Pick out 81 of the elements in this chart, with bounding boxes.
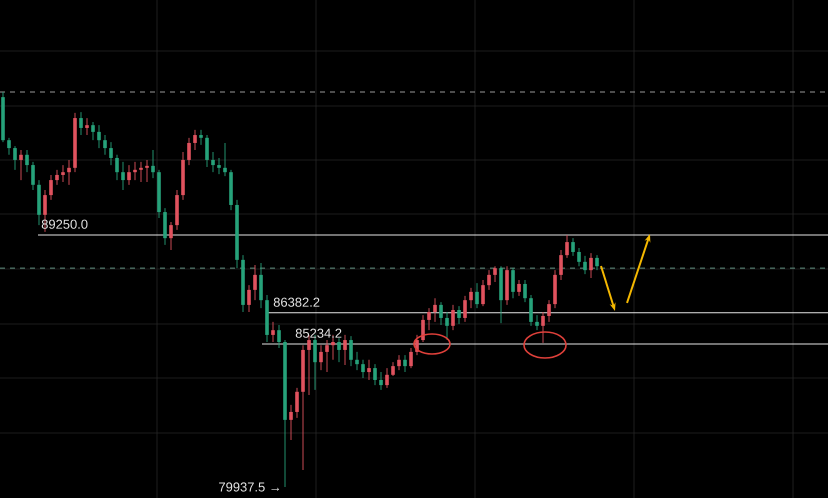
candlestick [247, 284, 251, 312]
candlestick [133, 161, 137, 181]
candlestick [589, 252, 593, 278]
candlestick [97, 124, 101, 149]
candlestick [295, 387, 299, 418]
candlestick [121, 161, 125, 190]
candlestick [271, 321, 275, 342]
candlestick [463, 295, 467, 322]
candlestick [7, 137, 11, 156]
candlestick [355, 351, 359, 371]
candlestick [127, 164, 131, 186]
candlestick [493, 266, 497, 282]
candlestick [397, 354, 401, 371]
candlestick [103, 134, 107, 156]
candlestick [325, 340, 329, 373]
candlestick [445, 312, 449, 341]
candlestick [457, 306, 461, 324]
candlestick [523, 280, 527, 303]
candlestick [373, 364, 377, 386]
candlestick [571, 238, 575, 256]
candlestick [517, 280, 521, 296]
candlestick [169, 222, 173, 250]
candlestick [529, 294, 533, 326]
candlestick [319, 344, 323, 371]
candlestick [469, 287, 473, 309]
candlestick [421, 314, 425, 342]
candlestick [439, 302, 443, 326]
candlestick [187, 137, 191, 166]
candlestick [253, 264, 257, 301]
annotation: 85234.2 [296, 328, 342, 338]
candlestick [433, 298, 437, 322]
candlestick [55, 169, 59, 186]
candlestick [391, 362, 395, 376]
candlestick [217, 158, 221, 175]
annotation: 79937.5 → [219, 482, 280, 492]
candlestick [61, 164, 65, 183]
candlestick [451, 304, 455, 331]
candlestick [109, 142, 113, 166]
candlestick [385, 368, 389, 388]
candlestick [79, 112, 83, 136]
candlestick [25, 150, 29, 173]
candlestick [151, 150, 155, 179]
candlestick [337, 338, 341, 363]
candlestick [535, 314, 539, 331]
candlestick [205, 134, 209, 168]
candlestick [91, 122, 95, 141]
candlestick [145, 159, 149, 183]
candlestick [595, 254, 599, 271]
candlestick [583, 255, 587, 275]
candlestick [577, 248, 581, 267]
candlestick [211, 152, 215, 173]
candlestick [565, 234, 569, 258]
candlestick [13, 146, 17, 170]
annotation: 86382.2 [274, 298, 320, 307]
candlestick [547, 300, 551, 322]
candlestick [349, 336, 353, 367]
candlestick [31, 161, 35, 190]
candlestick [193, 129, 197, 151]
candlestick [361, 359, 365, 378]
candlestick [409, 348, 413, 369]
candlestick [199, 129, 203, 146]
candlestick [367, 359, 371, 380]
candlestick [67, 159, 71, 186]
candlestick [511, 268, 515, 299]
candlestick [403, 354, 407, 373]
candlestick [139, 161, 143, 183]
candlestick [277, 324, 281, 348]
candlestick [49, 174, 53, 200]
candlestick [379, 372, 383, 390]
candlestick [487, 270, 491, 290]
candlestick [223, 142, 227, 177]
candlestick [85, 118, 89, 136]
candlestick [541, 312, 545, 344]
candlestick [427, 308, 431, 331]
candlestick [343, 334, 347, 366]
candlestick [289, 404, 293, 440]
candlestick [19, 150, 23, 181]
candlestick [115, 154, 119, 181]
candlestick [559, 250, 563, 280]
candlestick [481, 280, 485, 307]
candlestick [475, 282, 479, 309]
